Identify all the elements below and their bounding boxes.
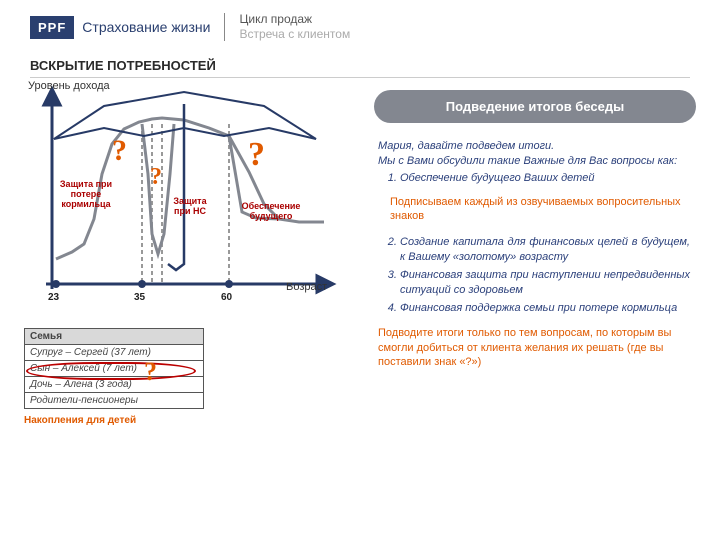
speech-block-2: Создание капитала для финансовых целей в… [364,227,696,320]
speech-item: Финансовая защита при наступлении непред… [400,268,690,298]
header-line1: Цикл продаж [239,12,350,27]
section-divider [30,77,690,78]
header-subtitle: Цикл продаж Встреча с клиентом [239,12,350,42]
family-row: Родители-пенсионеры [25,393,204,409]
header-divider [224,13,225,41]
speech-item: Финансовая поддержка семьи при потере ко… [400,301,690,316]
chart-annotation: Обеспечение будущего [236,202,306,222]
speech-block-1: Мария, давайте подведем итоги. Мы с Вами… [364,133,696,191]
orange-mid-note: Подписываем каждый из озвучиваемых вопро… [364,191,696,228]
speech-item: Создание капитала для финансовых целей в… [400,235,690,265]
question-mark-icon: ? [248,136,265,174]
logo-text: Страхование жизни [82,19,210,35]
speech-intro-2: Мы с Вами обсудили такие Важные для Вас … [378,154,690,169]
summary-pill: Подведение итогов беседы [374,90,696,123]
chart-annotation: Защита при потере кормильца [54,180,118,210]
chart-annotation: Защита при НС [166,197,214,217]
speech-intro-1: Мария, давайте подведем итоги. [378,139,690,154]
speech-item-1: Обеспечение будущего Ваших детей [400,171,690,186]
circled-row-icon [26,362,196,380]
accumulation-label: Накопления для детей [24,415,354,426]
chart: Уровень дохода Возраст 233560Защита при … [24,84,344,314]
family-table-wrap: СемьяСупруг – Сергей (37 лет)Сын – Алекс… [24,328,214,409]
bottom-note: Подводите итоги только по тем вопросам, … [364,320,696,369]
family-table-header: Семья [25,329,204,345]
question-mark-icon: ? [144,357,157,387]
x-tick: 35 [134,292,145,303]
x-tick: 60 [221,292,232,303]
section-title: ВСКРЫТИЕ ПОТРЕБНОСТЕЙ [0,50,720,77]
family-row: Супруг – Сергей (37 лет) [25,345,204,361]
right-column: Подведение итогов беседы Мария, давайте … [354,84,696,426]
question-mark-icon: ? [150,164,162,191]
svg-text:Возраст: Возраст [286,281,327,293]
logo-badge: PPF [30,16,74,39]
question-mark-icon: ? [112,134,127,168]
y-axis-label: Уровень дохода [28,80,110,92]
header-line2: Встреча с клиентом [239,27,350,42]
x-tick: 23 [48,292,59,303]
content: Уровень дохода Возраст 233560Защита при … [0,84,720,426]
left-column: Уровень дохода Возраст 233560Защита при … [24,84,354,426]
header: PPF Страхование жизни Цикл продаж Встреч… [0,0,720,50]
